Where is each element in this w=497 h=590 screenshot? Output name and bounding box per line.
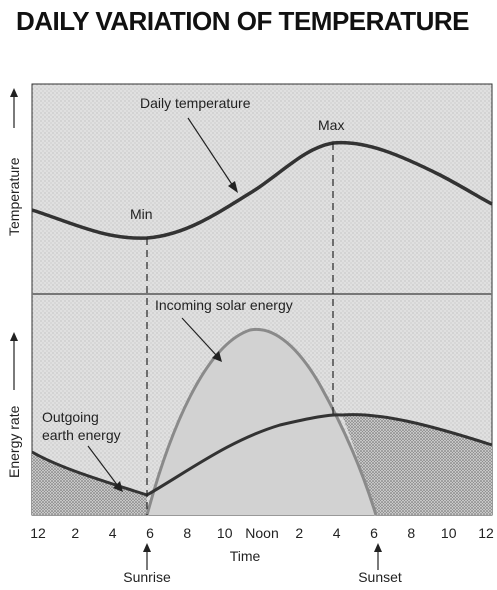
x-tick-label: 4 [333, 525, 341, 541]
outgoing-pointer-head [113, 481, 123, 492]
sunset-label: Sunset [358, 569, 402, 585]
incoming-solar-pointer-head [212, 351, 222, 362]
temperature-axis-label: Temperature [6, 157, 22, 236]
x-tick-label: 12 [478, 525, 494, 541]
min-label: Min [130, 206, 153, 222]
diagram-title: DAILY VARIATION OF TEMPERATURE [16, 6, 469, 36]
x-tick-label: 6 [370, 525, 378, 541]
incoming-solar-pointer [181, 317, 218, 357]
x-axis-ticks: 12 2 4 6 8 10 Noon 2 4 6 8 10 12 [30, 525, 494, 541]
daily-temperature-label: Daily temperature [140, 95, 251, 111]
incoming-solar-curve [145, 327, 378, 516]
outgoing-energy-area-left [32, 452, 147, 515]
x-tick-label: 2 [295, 525, 303, 541]
x-tick-label: 12 [30, 525, 46, 541]
x-tick-label: 10 [217, 525, 233, 541]
sunrise-marker-arrowhead [143, 543, 151, 552]
outgoing-label-line2: earth energy [42, 427, 121, 443]
x-tick-label: 6 [146, 525, 154, 541]
x-tick-label: 8 [183, 525, 191, 541]
outgoing-pointer [87, 445, 119, 487]
x-tick-label: 2 [71, 525, 79, 541]
energy-axis-label: Energy rate [6, 405, 22, 478]
sunrise-label: Sunrise [123, 569, 171, 585]
outgoing-energy-curve [31, 413, 493, 497]
x-axis-label: Time [230, 548, 261, 564]
x-tick-label: 4 [109, 525, 117, 541]
max-label: Max [318, 117, 344, 133]
x-tick-label: 8 [407, 525, 415, 541]
incoming-solar-area [147, 329, 376, 515]
x-tick-label: 10 [441, 525, 457, 541]
incoming-solar-label: Incoming solar energy [155, 297, 293, 313]
daily-temperature-pointer [187, 117, 234, 187]
temperature-axis-arrowhead [10, 88, 18, 97]
energy-axis-arrowhead [10, 332, 18, 341]
outgoing-label-line1: Outgoing [42, 409, 99, 425]
temperature-panel [31, 83, 493, 295]
outgoing-energy-area-right [342, 414, 492, 515]
sunset-marker-arrowhead [374, 543, 382, 552]
daily-temperature-curve [31, 140, 493, 240]
daily-temperature-pointer-head [228, 181, 238, 193]
x-tick-label: Noon [245, 525, 278, 541]
